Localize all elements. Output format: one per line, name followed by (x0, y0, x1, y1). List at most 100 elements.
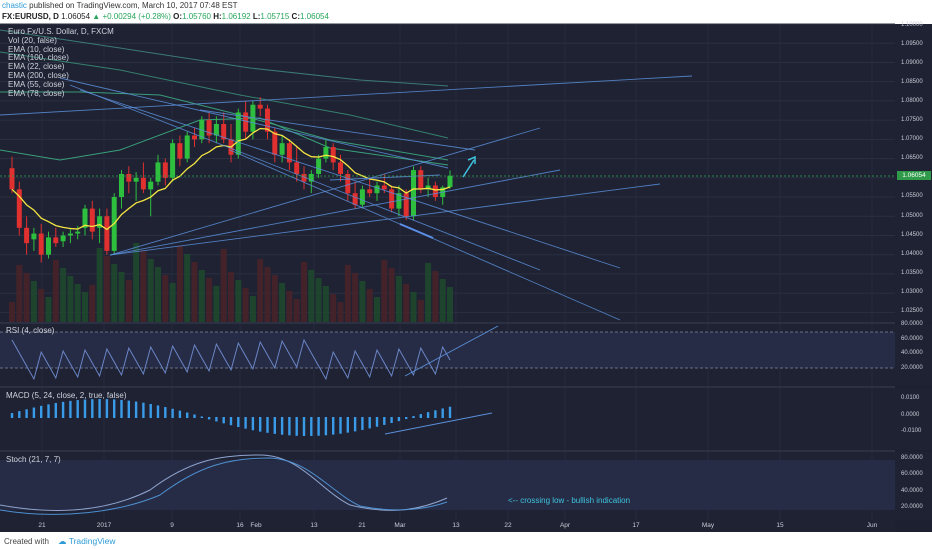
macd-histogram-bar (244, 417, 247, 429)
stoch-label: Stoch (21, 7, 7) (6, 455, 61, 464)
candle-body (411, 170, 416, 217)
axis-tick-label: 1.07000 (901, 136, 923, 143)
volume-bar (191, 262, 198, 322)
volume-bar (359, 281, 366, 322)
legend-item: EMA (200, close) (8, 70, 69, 80)
stoch-axis[interactable]: 80.0000 60.0000 40.0000 20.0000 (895, 452, 932, 520)
volume-bar (308, 270, 315, 322)
candle-body (46, 237, 51, 255)
rsi-axis[interactable]: 80.0000 60.0000 40.0000 20.0000 (895, 321, 932, 386)
trend-line (109, 183, 661, 256)
macd-histogram-bar (83, 399, 87, 418)
author-link[interactable]: chastic (2, 1, 27, 10)
candle-body (97, 216, 103, 228)
volume-bar (395, 276, 402, 322)
macd-histogram-bar (266, 417, 269, 433)
close-value: 1.06054 (300, 12, 329, 21)
macd-histogram-bar (288, 417, 291, 436)
candle-body (418, 170, 424, 190)
volume-bar (235, 280, 242, 322)
macd-histogram-bar (302, 417, 306, 436)
change-value: +0.00294 (+0.28%) (102, 12, 171, 21)
candle-body (148, 181, 154, 190)
date-tick-label: Jun (866, 522, 878, 529)
macd-histogram-bar (237, 417, 240, 428)
macd-histogram-bar (18, 411, 21, 418)
macd-histogram-bar (32, 407, 36, 418)
volume-bar (206, 278, 213, 322)
candle-body (352, 193, 358, 205)
stoch-k-line (0, 454, 448, 511)
legend-item: EMA (55, close) (8, 79, 65, 89)
date-tick-label: 17 (632, 522, 640, 529)
volume-bar (30, 281, 37, 322)
axis-tick-label: 0.0100 (901, 395, 920, 401)
candle-body (286, 143, 292, 163)
axis-tick-label: 1.03000 (901, 288, 923, 295)
macd-histogram-bar (434, 410, 437, 418)
macd-histogram-bar (76, 400, 79, 418)
chart-canvas (0, 23, 895, 520)
rsi-label: RSI (4, close) (6, 326, 55, 335)
volume-bar (89, 285, 96, 322)
macd-trend-line (384, 412, 493, 435)
macd-axis[interactable]: 0.0100 0.0000 -0.0100 (895, 388, 932, 450)
tradingview-logo[interactable]: ☁ TradingView (58, 536, 116, 547)
volume-bar (184, 254, 191, 322)
candle-body (323, 147, 329, 159)
macd-histogram-bar (419, 414, 422, 418)
candle-body (60, 235, 66, 242)
macd-histogram-bar (397, 417, 401, 422)
macd-histogram-bar (47, 404, 50, 418)
macd-histogram-bar (383, 417, 386, 425)
candle-body (104, 216, 110, 251)
trend-highlight (399, 223, 434, 239)
candle-body (31, 233, 37, 240)
macd-histogram-bar (186, 412, 189, 418)
axis-tick-label: 40.0000 (901, 487, 923, 494)
macd-histogram-bar (156, 405, 160, 418)
date-tick-label: Apr (559, 522, 571, 529)
macd-histogram-bar (426, 412, 430, 418)
macd-pane[interactable] (0, 388, 895, 450)
macd-histogram-bar (10, 413, 14, 418)
candle-body (316, 158, 322, 174)
legend-item: EMA (22, close) (8, 62, 65, 72)
rsi-trend-line (404, 325, 499, 377)
legend-item: EMA (10, close) (8, 44, 65, 54)
pane-separator (0, 386, 895, 388)
volume-bar (439, 279, 446, 322)
ema78-line (0, 91, 449, 161)
volume-bar (38, 289, 45, 322)
candle-body (367, 189, 373, 194)
candle-body (279, 143, 285, 155)
legend-item: Euro Fx/U.S. Dollar, D, FXCM (8, 27, 114, 36)
date-tick-label: Feb (250, 522, 262, 529)
candle-body (24, 227, 30, 244)
candle-body (89, 208, 95, 232)
indicator-legend: Euro Fx/U.S. Dollar, D, FXCM Vol (20, fal… (8, 27, 114, 98)
date-tick-label: 16 (236, 522, 244, 529)
candle-body (374, 185, 380, 194)
rsi-line (11, 338, 451, 381)
macd-histogram-bar (69, 400, 72, 418)
macd-histogram-bar (171, 408, 174, 418)
up-arrow-icon: ▲ (92, 12, 101, 21)
volume-bar (330, 294, 337, 322)
candle-body (381, 185, 387, 190)
axis-tick-label: 1.04500 (901, 231, 923, 238)
volume-bar (249, 296, 256, 322)
brand-text: TradingView (68, 536, 116, 546)
volume-bar (271, 275, 278, 322)
date-tick-label: 22 (504, 522, 512, 529)
candle-body (177, 143, 183, 159)
macd-histogram-bar (448, 406, 452, 418)
volume-bar (417, 300, 424, 322)
low-value: 1.05715 (260, 12, 290, 21)
axis-tick-label: 1.10000 (901, 22, 923, 28)
macd-histogram-bar (405, 417, 408, 420)
macd-histogram-bar (127, 400, 130, 418)
trend-line (109, 169, 561, 256)
macd-histogram-bar (295, 417, 298, 436)
date-axis[interactable]: 21 2017 9 16 Feb 13 21 Mar 13 22 Apr 17 May 15 Jun (0, 520, 895, 532)
